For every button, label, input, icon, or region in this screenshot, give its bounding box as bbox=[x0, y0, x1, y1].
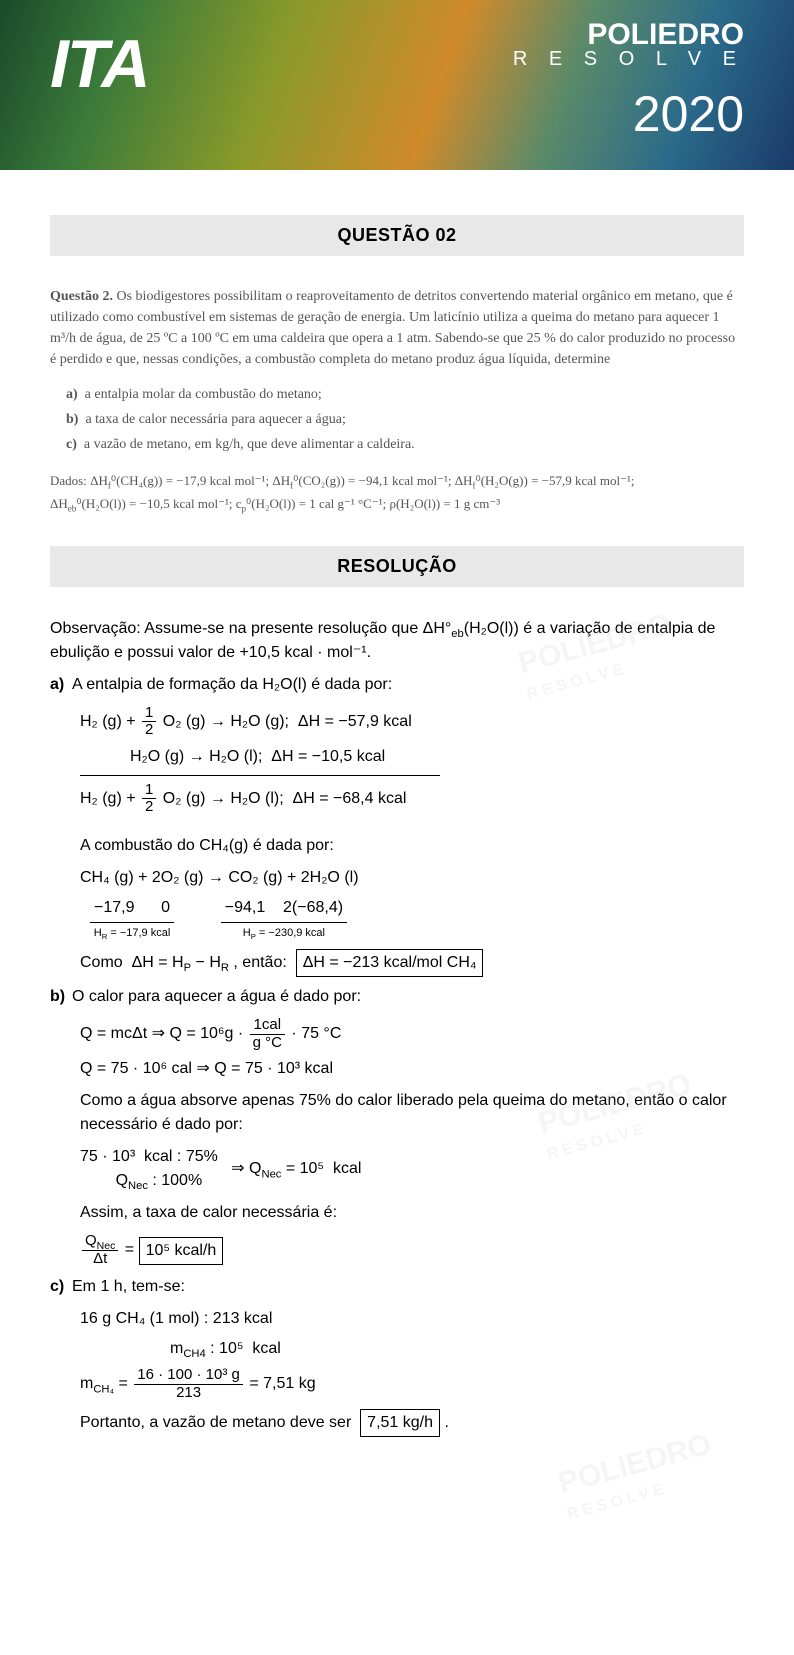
eq-hess: −17,9 0 HR = −17,9 kcal −94,1 2(−68,4) H… bbox=[80, 896, 744, 942]
eq-a1: H₂ (g) + 12 O₂ (g) → H₂O (g); ΔH = −57,9… bbox=[80, 705, 744, 739]
eq-b-result: QNecΔt = 10⁵ kcal/h bbox=[80, 1233, 744, 1267]
eq-a3: H₂ (g) + 12 O₂ (g) → H₂O (l); ΔH = −68,4… bbox=[80, 782, 744, 816]
item-c: c) a vazão de metano, em kg/h, que deve … bbox=[66, 434, 744, 455]
b-text1: Como a água absorve apenas 75% do calor … bbox=[80, 1089, 744, 1137]
question-text: Os biodigestores possibilitam o reaprove… bbox=[50, 289, 735, 367]
resolution-bar: RESOLUÇÃO bbox=[50, 546, 744, 587]
question-number: Questão 2. bbox=[50, 289, 113, 304]
sum-line bbox=[80, 775, 440, 776]
brand-line2: R E S O L V E bbox=[513, 48, 744, 71]
eq-combustion: CH₄ (g) + 2O₂ (g) → CO₂ (g) + 2H₂O (l) bbox=[80, 866, 744, 890]
question-statement: Questão 2. Os biodigestores possibilitam… bbox=[50, 286, 744, 516]
page-content: POLIEDRORESOLVE POLIEDRORESOLVE POLIEDRO… bbox=[0, 170, 794, 1485]
brand-block: POLIEDRO R E S O L V E bbox=[513, 18, 744, 71]
header-banner: ITA POLIEDRO R E S O L V E 2020 bbox=[0, 0, 794, 170]
question-items: a) a entalpia molar da combustão do meta… bbox=[66, 384, 744, 455]
c-final: Portanto, a vazão de metano deve ser 7,5… bbox=[80, 1409, 744, 1437]
watermark: POLIEDRORESOLVE bbox=[556, 1431, 721, 1524]
result-c: 7,51 kg/h bbox=[360, 1409, 440, 1437]
eq-b-prop: 75 · 10³ kcal : 75% QNec : 100% ⇒ QNec =… bbox=[80, 1145, 744, 1193]
result-b: 10⁵ kcal/h bbox=[139, 1237, 224, 1265]
item-b: b) a taxa de calor necessária para aquec… bbox=[66, 409, 744, 430]
observation: Observação: Assume-se na presente resolu… bbox=[50, 617, 744, 665]
eq-b2: Q = 75 · 10⁶ cal ⇒ Q = 75 · 10³ kcal bbox=[80, 1057, 744, 1081]
part-b-intro: b)O calor para aquecer a água é dado por… bbox=[50, 985, 744, 1009]
exam-name: ITA bbox=[50, 25, 149, 103]
solution-body: Observação: Assume-se na presente resolu… bbox=[50, 617, 744, 1438]
brand-line1: POLIEDRO bbox=[513, 18, 744, 52]
c-line2: mCH4 : 10⁵ kcal bbox=[170, 1337, 744, 1361]
part-a-result: Como ΔH = HP − HR , então: ΔH = −213 kca… bbox=[80, 949, 744, 977]
c-calc: mCH₄ = 16 · 100 · 10³ g213 = 7,51 kg bbox=[80, 1367, 744, 1401]
part-a-intro: a)A entalpia de formação da H₂O(l) é dad… bbox=[50, 673, 744, 697]
b-assim: Assim, a taxa de calor necessária é: bbox=[80, 1201, 744, 1225]
question-bar: QUESTÃO 02 bbox=[50, 215, 744, 256]
question-data: Dados: ΔHf⁰(CH₄(g)) = −17,9 kcal mol⁻¹; … bbox=[50, 469, 744, 516]
eq-b1: Q = mcΔt ⇒ Q = 10⁶g · 1calg °C · 75 °C bbox=[80, 1017, 744, 1051]
part-c-intro: c)Em 1 h, tem-se: bbox=[50, 1275, 744, 1299]
combustion-intro: A combustão do CH₄(g) é dada por: bbox=[80, 834, 744, 858]
eq-a2: H₂O (g) → H₂O (l); ΔH = −10,5 kcal bbox=[130, 745, 744, 769]
year: 2020 bbox=[633, 85, 744, 143]
result-a: ΔH = −213 kcal/mol CH₄ bbox=[296, 949, 484, 977]
c-line1: 16 g CH₄ (1 mol) : 213 kcal bbox=[80, 1307, 744, 1331]
item-a: a) a entalpia molar da combustão do meta… bbox=[66, 384, 744, 405]
